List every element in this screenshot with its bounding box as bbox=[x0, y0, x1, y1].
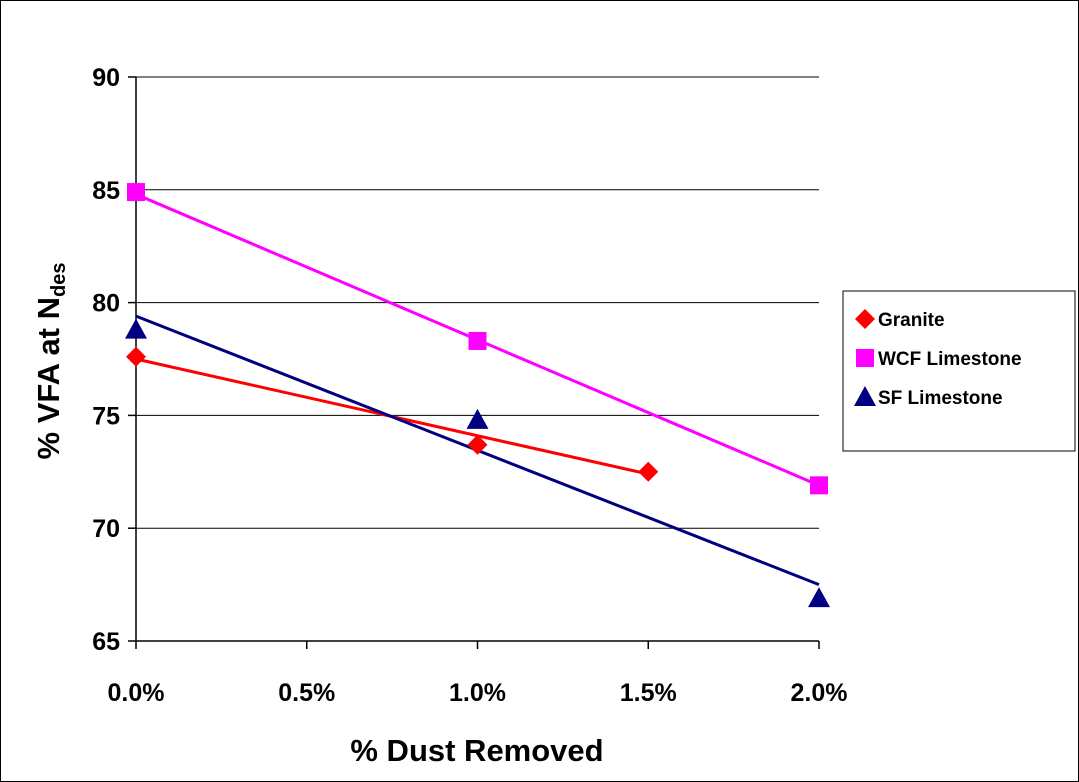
y-tick-label: 75 bbox=[92, 402, 120, 430]
point-granite bbox=[126, 346, 146, 367]
point-sf-limestone bbox=[466, 408, 489, 429]
data-markers bbox=[125, 183, 830, 608]
y-axis-title-main: % VFA at N bbox=[31, 297, 66, 460]
legend: Granite WCF Limestone SF Limestone bbox=[842, 290, 1076, 452]
x-tick-label: 2.0% bbox=[791, 679, 848, 707]
point-sf-limestone bbox=[125, 318, 147, 339]
plot-area bbox=[136, 77, 819, 641]
y-tick-label: 90 bbox=[92, 64, 120, 92]
x-tick-label: 1.5% bbox=[620, 679, 677, 707]
legend-marker-granite bbox=[855, 309, 875, 329]
x-tick-label: 0.5% bbox=[278, 679, 335, 707]
x-tick-label: 1.0% bbox=[449, 679, 506, 707]
y-axis-title-subscript: des bbox=[48, 263, 70, 297]
point-granite bbox=[467, 434, 488, 455]
legend-label-wcf-limestone: WCF Limestone bbox=[878, 349, 1022, 370]
point-sf-limestone bbox=[808, 587, 830, 608]
x-tick-label: 0.0% bbox=[108, 679, 165, 707]
y-tick-label: 80 bbox=[92, 290, 120, 318]
x-axis-title: % Dust Removed bbox=[350, 733, 603, 768]
y-tick-label: 85 bbox=[92, 177, 120, 205]
y-tick-label: 70 bbox=[92, 515, 120, 543]
legend-box bbox=[842, 290, 1076, 452]
y-axis-title: % VFA at Ndes bbox=[31, 263, 70, 460]
y-ticks: 65 70 75 80 85 90 bbox=[92, 64, 136, 656]
y-tick-label: 65 bbox=[92, 628, 120, 656]
legend-label-granite: Granite bbox=[878, 310, 945, 331]
gridlines bbox=[136, 76, 819, 529]
point-granite bbox=[638, 461, 659, 482]
point-wcf-limestone bbox=[127, 183, 145, 202]
legend-label-sf-limestone: SF Limestone bbox=[878, 388, 1003, 409]
legend-marker-wcf-limestone bbox=[856, 349, 874, 367]
legend-items: Granite WCF Limestone SF Limestone bbox=[854, 309, 1022, 409]
point-wcf-limestone bbox=[810, 476, 828, 495]
x-ticks: 0.0% 0.5% 1.0% 1.5% 2.0% bbox=[108, 641, 848, 707]
legend-marker-sf-limestone bbox=[854, 386, 876, 406]
point-wcf-limestone bbox=[468, 331, 487, 350]
